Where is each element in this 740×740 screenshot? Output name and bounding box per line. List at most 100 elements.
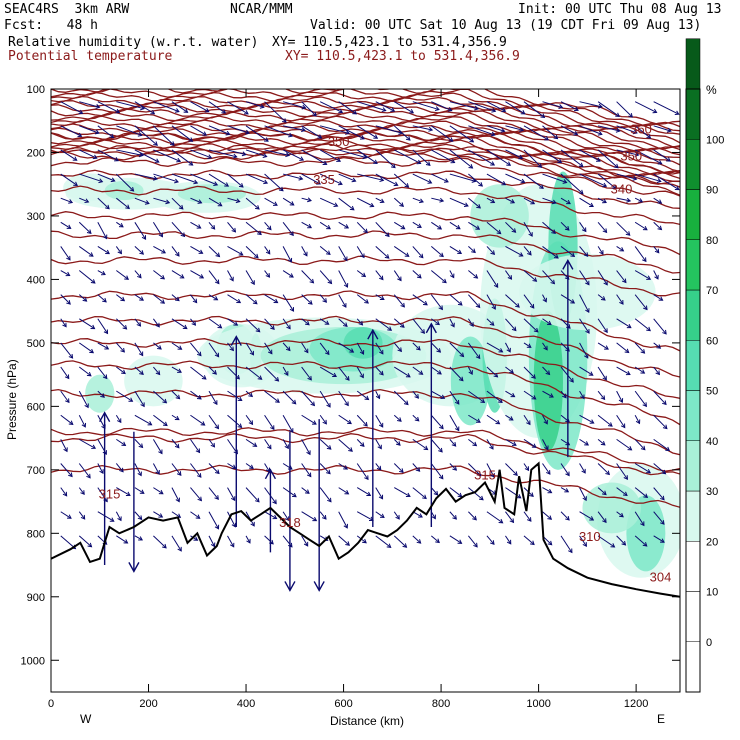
wind-arrow xyxy=(208,294,219,301)
wind-arrow xyxy=(338,342,355,353)
wind-arrow xyxy=(78,463,91,479)
theta-label: 340 xyxy=(611,182,633,197)
wind-arrow xyxy=(116,221,124,228)
colorbar-bin xyxy=(685,541,701,592)
wind-arrow xyxy=(486,318,495,326)
wind-arrow xyxy=(153,245,167,254)
wind-arrow xyxy=(393,246,410,257)
wind-arrow xyxy=(208,535,216,548)
wind-arrow xyxy=(97,318,109,335)
east-label: E xyxy=(657,712,665,726)
theta-label: 350 xyxy=(328,134,350,149)
wind-arrow xyxy=(245,246,259,259)
wind-arrow xyxy=(153,511,164,518)
wind-arrow xyxy=(431,366,442,375)
wind-arrow xyxy=(449,197,469,208)
wind-arrow xyxy=(338,125,365,140)
wind-arrow xyxy=(505,318,517,332)
wind-arrow xyxy=(375,294,385,301)
wind-arrow xyxy=(393,197,405,207)
wind-arrow xyxy=(579,294,590,314)
wind-arrow xyxy=(134,414,153,426)
wind-arrow xyxy=(616,101,633,118)
wind-arrow xyxy=(467,535,478,548)
wind-arrow xyxy=(338,390,349,407)
wind-arrow xyxy=(338,221,350,229)
wind-arrow xyxy=(505,245,524,257)
y-axis-label: Pressure (hPa) xyxy=(5,359,19,440)
theta-contours xyxy=(51,89,680,508)
wind-arrow xyxy=(634,439,646,451)
wind-arrow xyxy=(505,511,515,524)
wind-arrow xyxy=(616,221,631,236)
wind-arrow xyxy=(97,463,104,475)
wind-arrow xyxy=(78,221,92,235)
wind-arrow xyxy=(412,246,424,259)
init-time: Init: 00 UTC Thu 08 Aug 13 xyxy=(518,2,722,17)
wind-arrow xyxy=(245,366,263,380)
wind-arrow xyxy=(227,535,235,548)
wind-arrow xyxy=(134,366,144,375)
updraft-arrow xyxy=(367,328,379,527)
wind-arrow xyxy=(227,511,237,528)
wind-arrow xyxy=(171,197,184,210)
wind-arrow xyxy=(208,197,223,207)
wind-arrow xyxy=(393,511,400,520)
wind-arrow xyxy=(115,342,125,353)
wind-arrow xyxy=(523,511,532,522)
wind-arrow xyxy=(245,535,251,544)
y-tick-label: 200 xyxy=(27,147,45,159)
wind-arrow xyxy=(282,318,291,330)
wind-arrow xyxy=(430,487,439,496)
colorbar-bin xyxy=(685,239,701,291)
wind-arrow xyxy=(301,511,318,522)
wind-arrow xyxy=(190,342,202,357)
wind-arrow xyxy=(616,463,628,480)
wind-arrow xyxy=(116,270,130,280)
wind-arrow xyxy=(449,390,460,405)
wind-arrow xyxy=(79,101,101,109)
wind-arrow xyxy=(357,173,385,183)
wind-arrow xyxy=(375,173,399,187)
updraft-arrow xyxy=(425,322,437,527)
wind-arrow xyxy=(171,439,180,449)
wind-arrow xyxy=(78,294,88,302)
wind-arrow xyxy=(97,245,111,255)
wind-arrow xyxy=(468,294,481,309)
wind-arrow xyxy=(597,125,621,133)
wind-arrow xyxy=(579,197,594,208)
wind-arrow xyxy=(282,415,294,434)
wind-arrow xyxy=(115,173,135,192)
theta-contour xyxy=(51,433,680,476)
wind-arrow xyxy=(375,511,385,519)
wind-arrow xyxy=(412,173,433,184)
y-tick-label: 700 xyxy=(27,465,45,477)
theta-contour xyxy=(51,131,680,175)
wind-arrow xyxy=(468,438,478,447)
wind-arrow xyxy=(412,390,419,399)
wind-arrow xyxy=(338,294,347,308)
wind-vectors xyxy=(60,101,680,592)
wind-arrow xyxy=(227,390,243,402)
wind-arrow xyxy=(653,221,663,231)
wind-arrow xyxy=(301,390,316,407)
wind-arrow xyxy=(190,221,202,229)
wind-arrow xyxy=(393,414,402,422)
wind-arrow xyxy=(190,197,203,204)
y-tick-label: 600 xyxy=(27,401,45,413)
theta-contour xyxy=(51,107,680,150)
wind-arrow xyxy=(653,414,668,430)
wind-arrow xyxy=(431,535,440,544)
wind-arrow xyxy=(579,511,595,521)
wind-arrow xyxy=(301,294,313,305)
wind-arrow xyxy=(431,149,456,164)
wind-arrow xyxy=(319,173,343,186)
x-axis-label: Distance (km) xyxy=(330,714,404,728)
wind-arrow xyxy=(356,439,365,447)
wind-arrow xyxy=(412,318,425,334)
wind-arrow xyxy=(579,342,589,359)
wind-arrow xyxy=(245,101,265,109)
wind-arrow xyxy=(597,487,607,496)
wind-arrow xyxy=(468,101,497,113)
wind-arrow xyxy=(523,318,539,333)
